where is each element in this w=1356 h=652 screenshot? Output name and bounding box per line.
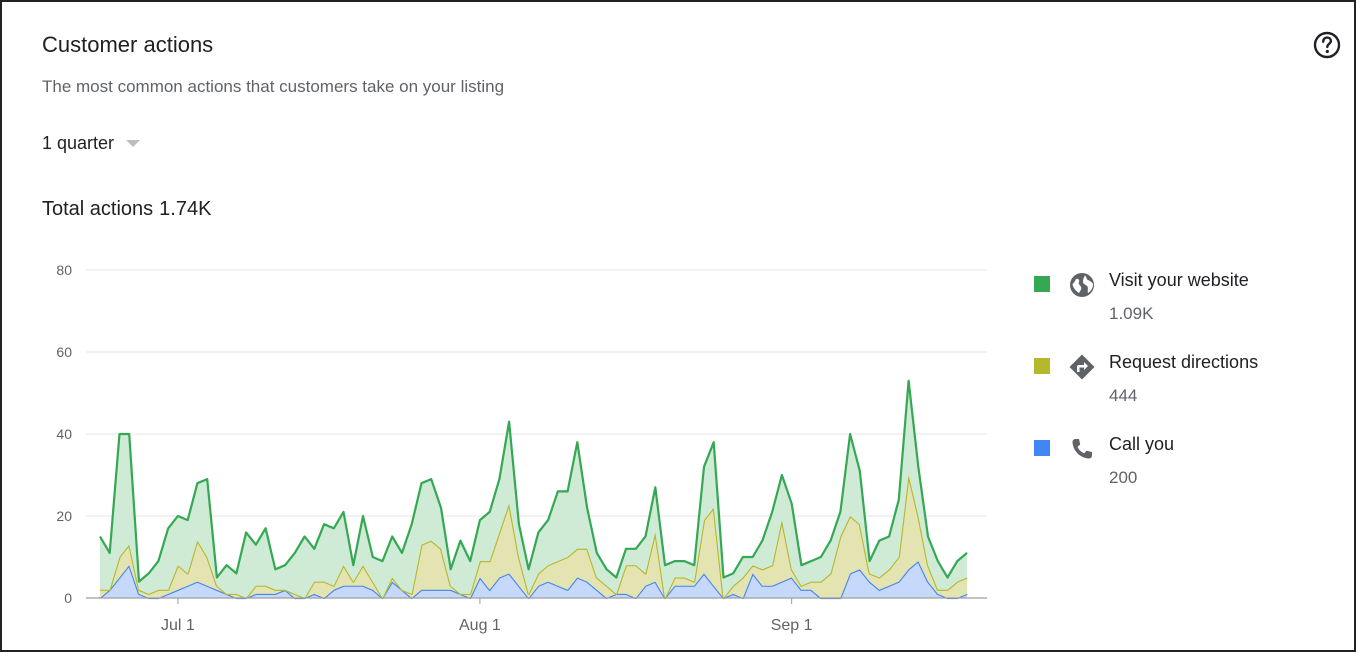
legend-swatch-call [1034,440,1050,456]
legend-item-call[interactable]: Call you 200 [1034,432,1324,514]
y-tick-label: 20 [56,508,72,524]
legend-item-website[interactable]: Visit your website 1.09K [1034,268,1324,350]
legend-name-directions: Request directions [1109,352,1259,372]
chevron-down-icon [126,140,141,147]
period-label: 1 quarter [42,133,115,153]
legend-value-directions: 444 [1109,386,1138,405]
line-visit-your-website [99,379,968,583]
legend-swatch-directions [1034,358,1050,374]
card-subtitle: The most common actions that customers t… [42,77,505,96]
chart-legend: Visit your website 1.09K Request directi… [1034,268,1324,514]
globe-icon [1070,273,1094,297]
question-circle-icon[interactable] [1312,30,1342,60]
x-tick-label: Aug 1 [459,617,501,634]
actions-area-chart: 0 20 40 60 80 Jul 1 Aug 1 Sep 1 [56,262,987,634]
area-request-directions [100,475,967,598]
legend-name-website: Visit your website [1109,270,1249,290]
total-value: 1.74K [159,198,212,220]
legend-value-website: 1.09K [1109,304,1154,323]
y-tick-label: 80 [56,262,72,278]
period-dropdown[interactable]: 1 quarter [42,133,141,154]
total-label: Total actions [42,198,154,220]
y-tick-label: 40 [56,426,72,442]
x-tick-label: Sep 1 [771,617,813,634]
phone-icon [1072,439,1092,459]
y-tick-label: 0 [64,590,72,606]
legend-item-directions[interactable]: Request directions 444 [1034,350,1324,432]
total-actions: Total actions 1.74K [42,198,211,221]
area-call-you [100,561,967,598]
legend-name-call: Call you [1109,434,1175,454]
x-tick-label: Jul 1 [161,617,195,634]
card-title: Customer actions [42,32,214,57]
legend-swatch-website [1034,276,1050,292]
legend-value-call: 200 [1109,468,1138,487]
y-tick-label: 60 [56,344,72,360]
directions-icon [1069,354,1095,380]
